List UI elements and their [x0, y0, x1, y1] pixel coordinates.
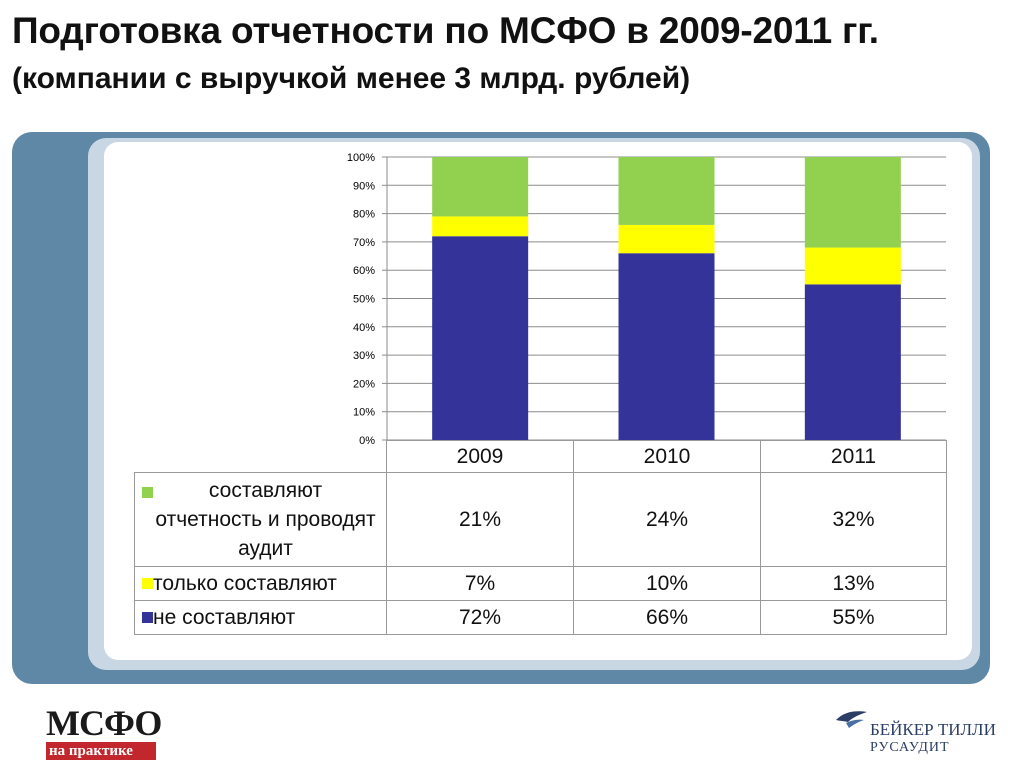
table-row-only-prepare: только составляют 7% 10% 13% [134, 566, 947, 601]
legend-marker-green [142, 487, 153, 498]
bar-segment [804, 247, 901, 285]
bar-segment [432, 236, 529, 440]
bar-segment [432, 216, 529, 237]
bar-segment [804, 157, 901, 248]
table-row-not-prepare: не составляют 72% 66% 55% [134, 600, 947, 635]
legend-marker-navy [142, 612, 153, 623]
table-header-row: 2009 2010 2011 [134, 440, 947, 473]
baker-tilly-name: БЕЙКЕР ТИЛЛИ [870, 720, 996, 739]
bar-segment [804, 284, 901, 440]
table-cell-value: 72% [386, 600, 574, 635]
bar-segment [432, 157, 529, 217]
table-row-label: составляют отчетность и проводят аудит [134, 472, 387, 567]
y-tick-label: 70% [353, 237, 375, 249]
y-tick-label: 100% [347, 152, 375, 164]
table-corner-cell [134, 440, 387, 473]
table-cell-value: 55% [760, 600, 947, 635]
legend-label-audit: составляют отчетность и проводят аудит [155, 479, 376, 560]
table-year-header: 2010 [573, 440, 761, 473]
bar-segment [618, 224, 715, 254]
table-cell-value: 7% [386, 566, 574, 601]
table-year-header: 2011 [760, 440, 947, 473]
y-tick-label: 50% [353, 294, 375, 306]
y-tick-label: 10% [353, 407, 375, 419]
baker-tilly-subname: РУСАУДИТ [870, 740, 950, 755]
legend-label-not-prepare: не составляют [153, 606, 296, 629]
baker-tilly-logo: БЕЙКЕР ТИЛЛИ РУСАУДИТ [834, 706, 1014, 758]
y-tick-label: 90% [353, 180, 375, 192]
y-tick-label: 20% [353, 378, 375, 390]
table-cell-value: 24% [573, 472, 761, 567]
table-row-label: не составляют [134, 600, 387, 635]
msfo-logo-tagline: на практике [46, 742, 156, 760]
legend-label-only-prepare: только составляют [153, 572, 337, 595]
legend-marker-yellow [142, 578, 153, 589]
bar-segment [618, 253, 715, 440]
table-cell-value: 66% [573, 600, 761, 635]
table-cell-value: 32% [760, 472, 947, 567]
bird-logo-icon [836, 711, 867, 728]
y-tick-label: 80% [353, 209, 375, 221]
msfo-logo: МСФО на практике [46, 703, 162, 762]
slide-subtitle: (компании с выручкой менее 3 млрд. рубле… [12, 62, 691, 95]
table-cell-value: 21% [386, 472, 574, 567]
table-row-label: только составляют [134, 566, 387, 601]
y-tick-label: 30% [353, 350, 375, 362]
y-tick-label: 60% [353, 265, 375, 277]
table-cell-value: 13% [760, 566, 947, 601]
y-tick-label: 40% [353, 322, 375, 334]
table-cell-value: 10% [573, 566, 761, 601]
table-row-audit: составляют отчетность и проводят аудит 2… [134, 472, 947, 567]
slide-title: Подготовка отчетности по МСФО в 2009-201… [12, 10, 879, 51]
msfo-logo-word: МСФО [46, 703, 162, 743]
chart-data-table: 2009 2010 2011 составляют отчетность и п… [134, 440, 947, 635]
table-year-header: 2009 [386, 440, 574, 473]
bar-segment [618, 157, 715, 225]
